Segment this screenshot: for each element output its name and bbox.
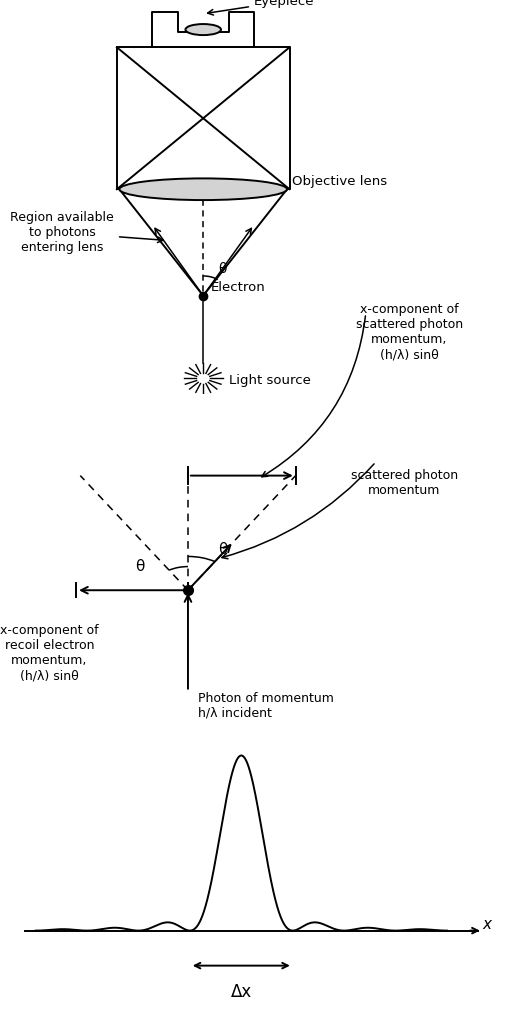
Text: Δx: Δx — [231, 983, 252, 1001]
Text: x: x — [483, 918, 492, 932]
Text: Light source: Light source — [229, 374, 310, 387]
Text: scattered photon
momentum: scattered photon momentum — [351, 469, 458, 497]
Ellipse shape — [185, 24, 221, 35]
Text: Electron: Electron — [211, 281, 266, 294]
Text: Region available
to photons
entering lens: Region available to photons entering len… — [10, 211, 163, 254]
Text: Photon of momentum
h/λ incident: Photon of momentum h/λ incident — [198, 691, 334, 720]
Text: Eyepiece: Eyepiece — [208, 0, 314, 15]
Text: Objective lens: Objective lens — [292, 175, 387, 187]
Ellipse shape — [119, 178, 287, 200]
Text: θ: θ — [218, 542, 228, 557]
Text: θ: θ — [136, 559, 145, 574]
Text: x-component of
scattered photon
momentum,
(h/λ) sinθ: x-component of scattered photon momentum… — [356, 303, 463, 361]
Text: θ: θ — [218, 262, 227, 276]
Text: x-component of
recoil electron
momentum,
(h/λ) sinθ: x-component of recoil electron momentum,… — [0, 624, 99, 682]
